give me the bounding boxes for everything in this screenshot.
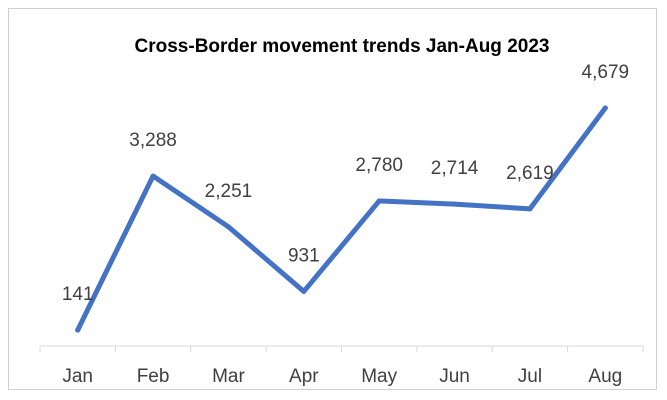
x-tick-label: Feb (137, 366, 170, 387)
data-label: 2,251 (205, 181, 253, 202)
x-tick-label: Jan (62, 366, 93, 387)
chart-title: Cross-Border movement trends Jan-Aug 202… (135, 36, 550, 57)
data-label: 4,679 (582, 62, 630, 83)
data-label: 2,780 (355, 155, 403, 176)
x-tick-label: Mar (212, 366, 245, 387)
data-point (225, 224, 231, 230)
data-label: 141 (62, 284, 94, 305)
data-label: 3,288 (129, 130, 177, 151)
x-tick-label: Jul (518, 366, 542, 387)
x-tick-label: May (361, 366, 397, 387)
data-label: 2,619 (506, 163, 554, 184)
x-tick-label: Aug (588, 366, 622, 387)
data-point (75, 327, 81, 333)
data-point (452, 201, 458, 207)
data-label: 2,714 (431, 158, 479, 179)
data-point (527, 206, 533, 212)
x-tick-label: Apr (289, 366, 319, 387)
chart-frame (8, 8, 657, 390)
data-points (75, 105, 608, 333)
x-axis-tick-labels: Jan Feb Mar Apr May Jun Jul Aug (62, 366, 622, 387)
series-line (75, 105, 608, 333)
data-point (376, 198, 382, 204)
data-point (301, 288, 307, 294)
data-labels: 141 3,288 2,251 931 2,780 2,714 2,619 4,679 (62, 62, 629, 305)
data-point (602, 105, 608, 111)
data-label: 931 (288, 245, 320, 266)
data-point (150, 173, 156, 179)
x-tick-label: Jun (439, 366, 470, 387)
x-axis-ticks (39, 346, 644, 352)
